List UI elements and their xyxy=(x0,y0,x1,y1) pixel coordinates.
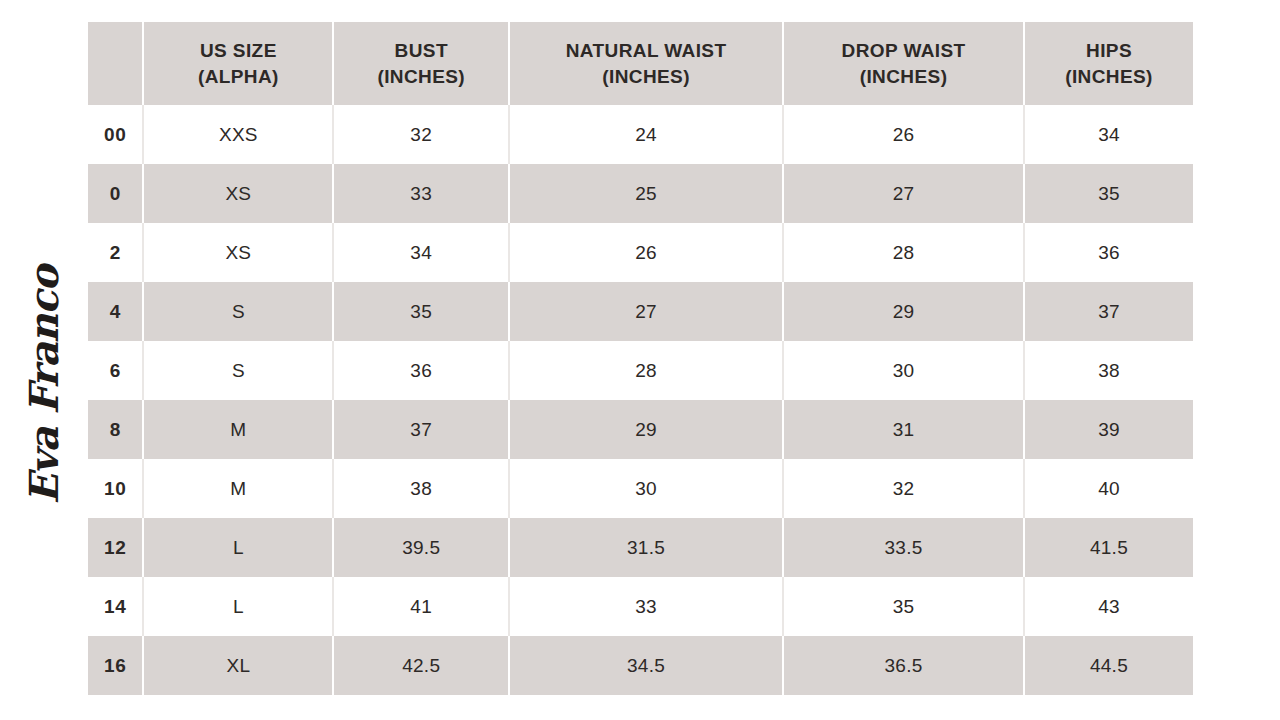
table-cell: 25 xyxy=(510,164,784,223)
column-header-us-numeric-size xyxy=(88,22,144,105)
table-cell: 33.5 xyxy=(784,518,1025,577)
table-cell: 26 xyxy=(784,105,1025,164)
table-cell: S xyxy=(144,341,334,400)
table-cell: 34 xyxy=(334,223,510,282)
table-cell: XS xyxy=(144,164,334,223)
table-cell: 41 xyxy=(334,577,510,636)
table-cell: 33 xyxy=(334,164,510,223)
table-row: 16XL42.534.536.544.5 xyxy=(88,636,1193,695)
table-cell: 29 xyxy=(784,282,1025,341)
us-size-cell: 10 xyxy=(88,459,144,518)
brand-logo: Eva Franco xyxy=(20,266,67,504)
table-cell: 38 xyxy=(1025,341,1193,400)
table-cell: 31.5 xyxy=(510,518,784,577)
table-cell: 44.5 xyxy=(1025,636,1193,695)
table-cell: L xyxy=(144,518,334,577)
table-cell: 35 xyxy=(1025,164,1193,223)
table-cell: 43 xyxy=(1025,577,1193,636)
us-size-cell: 00 xyxy=(88,105,144,164)
table-row: 2XS34262836 xyxy=(88,223,1193,282)
table-row: 12L39.531.533.541.5 xyxy=(88,518,1193,577)
table-cell: 35 xyxy=(784,577,1025,636)
table-cell: 34.5 xyxy=(510,636,784,695)
table-header-row: US SIZE (ALPHA) BUST (INCHES) NATURAL WA… xyxy=(88,22,1193,105)
table-cell: M xyxy=(144,459,334,518)
table-cell: 31 xyxy=(784,400,1025,459)
table-cell: 35 xyxy=(334,282,510,341)
brand-logo-text: Eva Franco xyxy=(20,266,67,504)
us-size-cell: 2 xyxy=(88,223,144,282)
table-cell: 36 xyxy=(1025,223,1193,282)
table-cell: 39 xyxy=(1025,400,1193,459)
size-chart-body: 00XXS322426340XS332527352XS342628364S352… xyxy=(88,105,1193,695)
us-size-cell: 0 xyxy=(88,164,144,223)
table-cell: 33 xyxy=(510,577,784,636)
us-size-cell: 14 xyxy=(88,577,144,636)
table-cell: S xyxy=(144,282,334,341)
table-cell: 28 xyxy=(784,223,1025,282)
table-cell: 36.5 xyxy=(784,636,1025,695)
us-size-cell: 4 xyxy=(88,282,144,341)
column-header-hips: HIPS (INCHES) xyxy=(1025,22,1193,105)
table-row: 4S35272937 xyxy=(88,282,1193,341)
table-cell: 28 xyxy=(510,341,784,400)
us-size-cell: 16 xyxy=(88,636,144,695)
table-row: 0XS33252735 xyxy=(88,164,1193,223)
table-cell: 38 xyxy=(334,459,510,518)
table-cell: 37 xyxy=(1025,282,1193,341)
table-cell: XL xyxy=(144,636,334,695)
table-cell: 39.5 xyxy=(334,518,510,577)
table-row: 6S36283038 xyxy=(88,341,1193,400)
table-cell: 30 xyxy=(784,341,1025,400)
table-cell: 29 xyxy=(510,400,784,459)
table-cell: L xyxy=(144,577,334,636)
table-cell: 26 xyxy=(510,223,784,282)
table-cell: 32 xyxy=(784,459,1025,518)
table-cell: XS xyxy=(144,223,334,282)
table-cell: M xyxy=(144,400,334,459)
table-row: 8M37293139 xyxy=(88,400,1193,459)
us-size-cell: 6 xyxy=(88,341,144,400)
table-cell: 32 xyxy=(334,105,510,164)
table-row: 00XXS32242634 xyxy=(88,105,1193,164)
table-cell: 24 xyxy=(510,105,784,164)
table-cell: 34 xyxy=(1025,105,1193,164)
column-header-bust: BUST (INCHES) xyxy=(334,22,510,105)
table-cell: 27 xyxy=(510,282,784,341)
table-row: 14L41333543 xyxy=(88,577,1193,636)
us-size-cell: 12 xyxy=(88,518,144,577)
size-chart-table: US SIZE (ALPHA) BUST (INCHES) NATURAL WA… xyxy=(88,22,1193,695)
table-cell: 30 xyxy=(510,459,784,518)
table-cell: XXS xyxy=(144,105,334,164)
table-cell: 40 xyxy=(1025,459,1193,518)
table-cell: 36 xyxy=(334,341,510,400)
table-row: 10M38303240 xyxy=(88,459,1193,518)
table-cell: 37 xyxy=(334,400,510,459)
column-header-us-size-alpha: US SIZE (ALPHA) xyxy=(144,22,334,105)
column-header-drop-waist: DROP WAIST (INCHES) xyxy=(784,22,1025,105)
column-header-natural-waist: NATURAL WAIST (INCHES) xyxy=(510,22,784,105)
table-cell: 41.5 xyxy=(1025,518,1193,577)
table-cell: 42.5 xyxy=(334,636,510,695)
table-cell: 27 xyxy=(784,164,1025,223)
us-size-cell: 8 xyxy=(88,400,144,459)
